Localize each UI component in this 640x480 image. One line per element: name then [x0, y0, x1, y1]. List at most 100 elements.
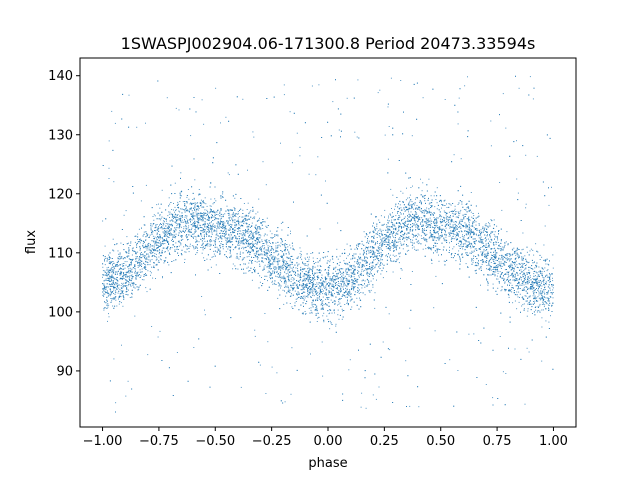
data-point	[348, 275, 350, 277]
data-point	[376, 225, 378, 227]
data-point	[142, 243, 144, 245]
data-point	[400, 224, 402, 226]
data-point	[343, 283, 345, 285]
data-point	[314, 272, 316, 274]
data-point	[145, 261, 147, 263]
data-point	[448, 232, 450, 234]
data-point	[148, 237, 150, 238]
data-point	[317, 291, 319, 293]
data-point	[399, 256, 401, 258]
data-point	[263, 235, 265, 237]
data-point	[533, 289, 535, 291]
data-point	[401, 269, 403, 271]
data-point	[409, 194, 411, 196]
data-point	[422, 248, 424, 250]
data-point	[367, 280, 369, 281]
data-point	[175, 221, 177, 223]
data-point	[520, 269, 522, 271]
data-point	[119, 254, 121, 256]
data-point	[410, 187, 412, 188]
data-point	[237, 217, 239, 219]
data-point	[156, 242, 158, 244]
data-point	[220, 216, 222, 218]
data-point	[250, 210, 252, 212]
data-point	[439, 237, 441, 239]
data-point	[380, 273, 382, 275]
data-point	[412, 242, 414, 244]
data-point	[130, 275, 132, 277]
data-point	[302, 295, 304, 297]
data-point	[154, 256, 156, 258]
data-point	[213, 226, 215, 227]
data-point	[323, 304, 325, 306]
data-point	[404, 237, 406, 239]
data-point	[252, 234, 254, 236]
data-point	[175, 214, 177, 216]
data-point	[410, 204, 412, 206]
data-point	[468, 333, 470, 335]
data-point	[209, 241, 211, 243]
data-point	[290, 281, 292, 283]
data-point	[206, 258, 208, 260]
data-point	[486, 265, 488, 266]
data-point	[410, 208, 412, 210]
data-point	[144, 263, 146, 265]
data-point	[372, 236, 374, 237]
data-point	[388, 126, 390, 127]
data-point	[277, 250, 279, 252]
data-point	[274, 283, 276, 285]
data-point	[125, 280, 127, 281]
data-point	[443, 220, 445, 222]
data-point	[499, 277, 501, 278]
data-point	[541, 271, 543, 272]
data-point	[116, 279, 118, 281]
data-point	[141, 271, 143, 273]
data-point	[466, 252, 468, 254]
data-point	[457, 253, 459, 255]
data-point	[202, 218, 204, 220]
data-point	[158, 261, 160, 263]
data-point	[149, 259, 151, 261]
data-point	[112, 305, 114, 307]
data-point	[525, 283, 527, 285]
data-point	[139, 260, 141, 261]
data-point	[518, 301, 520, 303]
data-point	[180, 172, 182, 174]
data-point	[261, 277, 262, 278]
data-point	[195, 227, 197, 229]
data-point	[111, 110, 113, 112]
data-point	[266, 243, 268, 245]
data-point	[121, 282, 123, 284]
data-point	[499, 336, 501, 337]
data-point	[192, 223, 194, 225]
data-point	[534, 278, 535, 280]
data-point	[542, 276, 544, 278]
data-point	[523, 288, 525, 290]
data-point	[138, 288, 140, 290]
data-point	[316, 295, 318, 296]
data-point	[160, 237, 161, 238]
data-point	[166, 97, 168, 99]
data-point	[174, 217, 175, 218]
data-point	[326, 272, 327, 274]
data-point	[418, 208, 420, 210]
data-point	[106, 273, 108, 274]
data-point	[280, 256, 282, 258]
data-point	[312, 299, 314, 301]
data-point	[337, 314, 339, 316]
data-point	[216, 229, 218, 231]
data-point	[370, 289, 372, 291]
data-point	[229, 216, 231, 218]
data-point	[116, 285, 118, 287]
data-point	[503, 279, 505, 281]
data-point	[134, 235, 136, 237]
data-point	[318, 84, 320, 86]
data-point	[127, 272, 129, 274]
data-point	[232, 219, 234, 221]
data-point	[364, 248, 366, 250]
data-point	[312, 257, 314, 259]
data-point	[139, 261, 141, 263]
data-point	[495, 255, 497, 257]
data-point	[253, 136, 255, 138]
